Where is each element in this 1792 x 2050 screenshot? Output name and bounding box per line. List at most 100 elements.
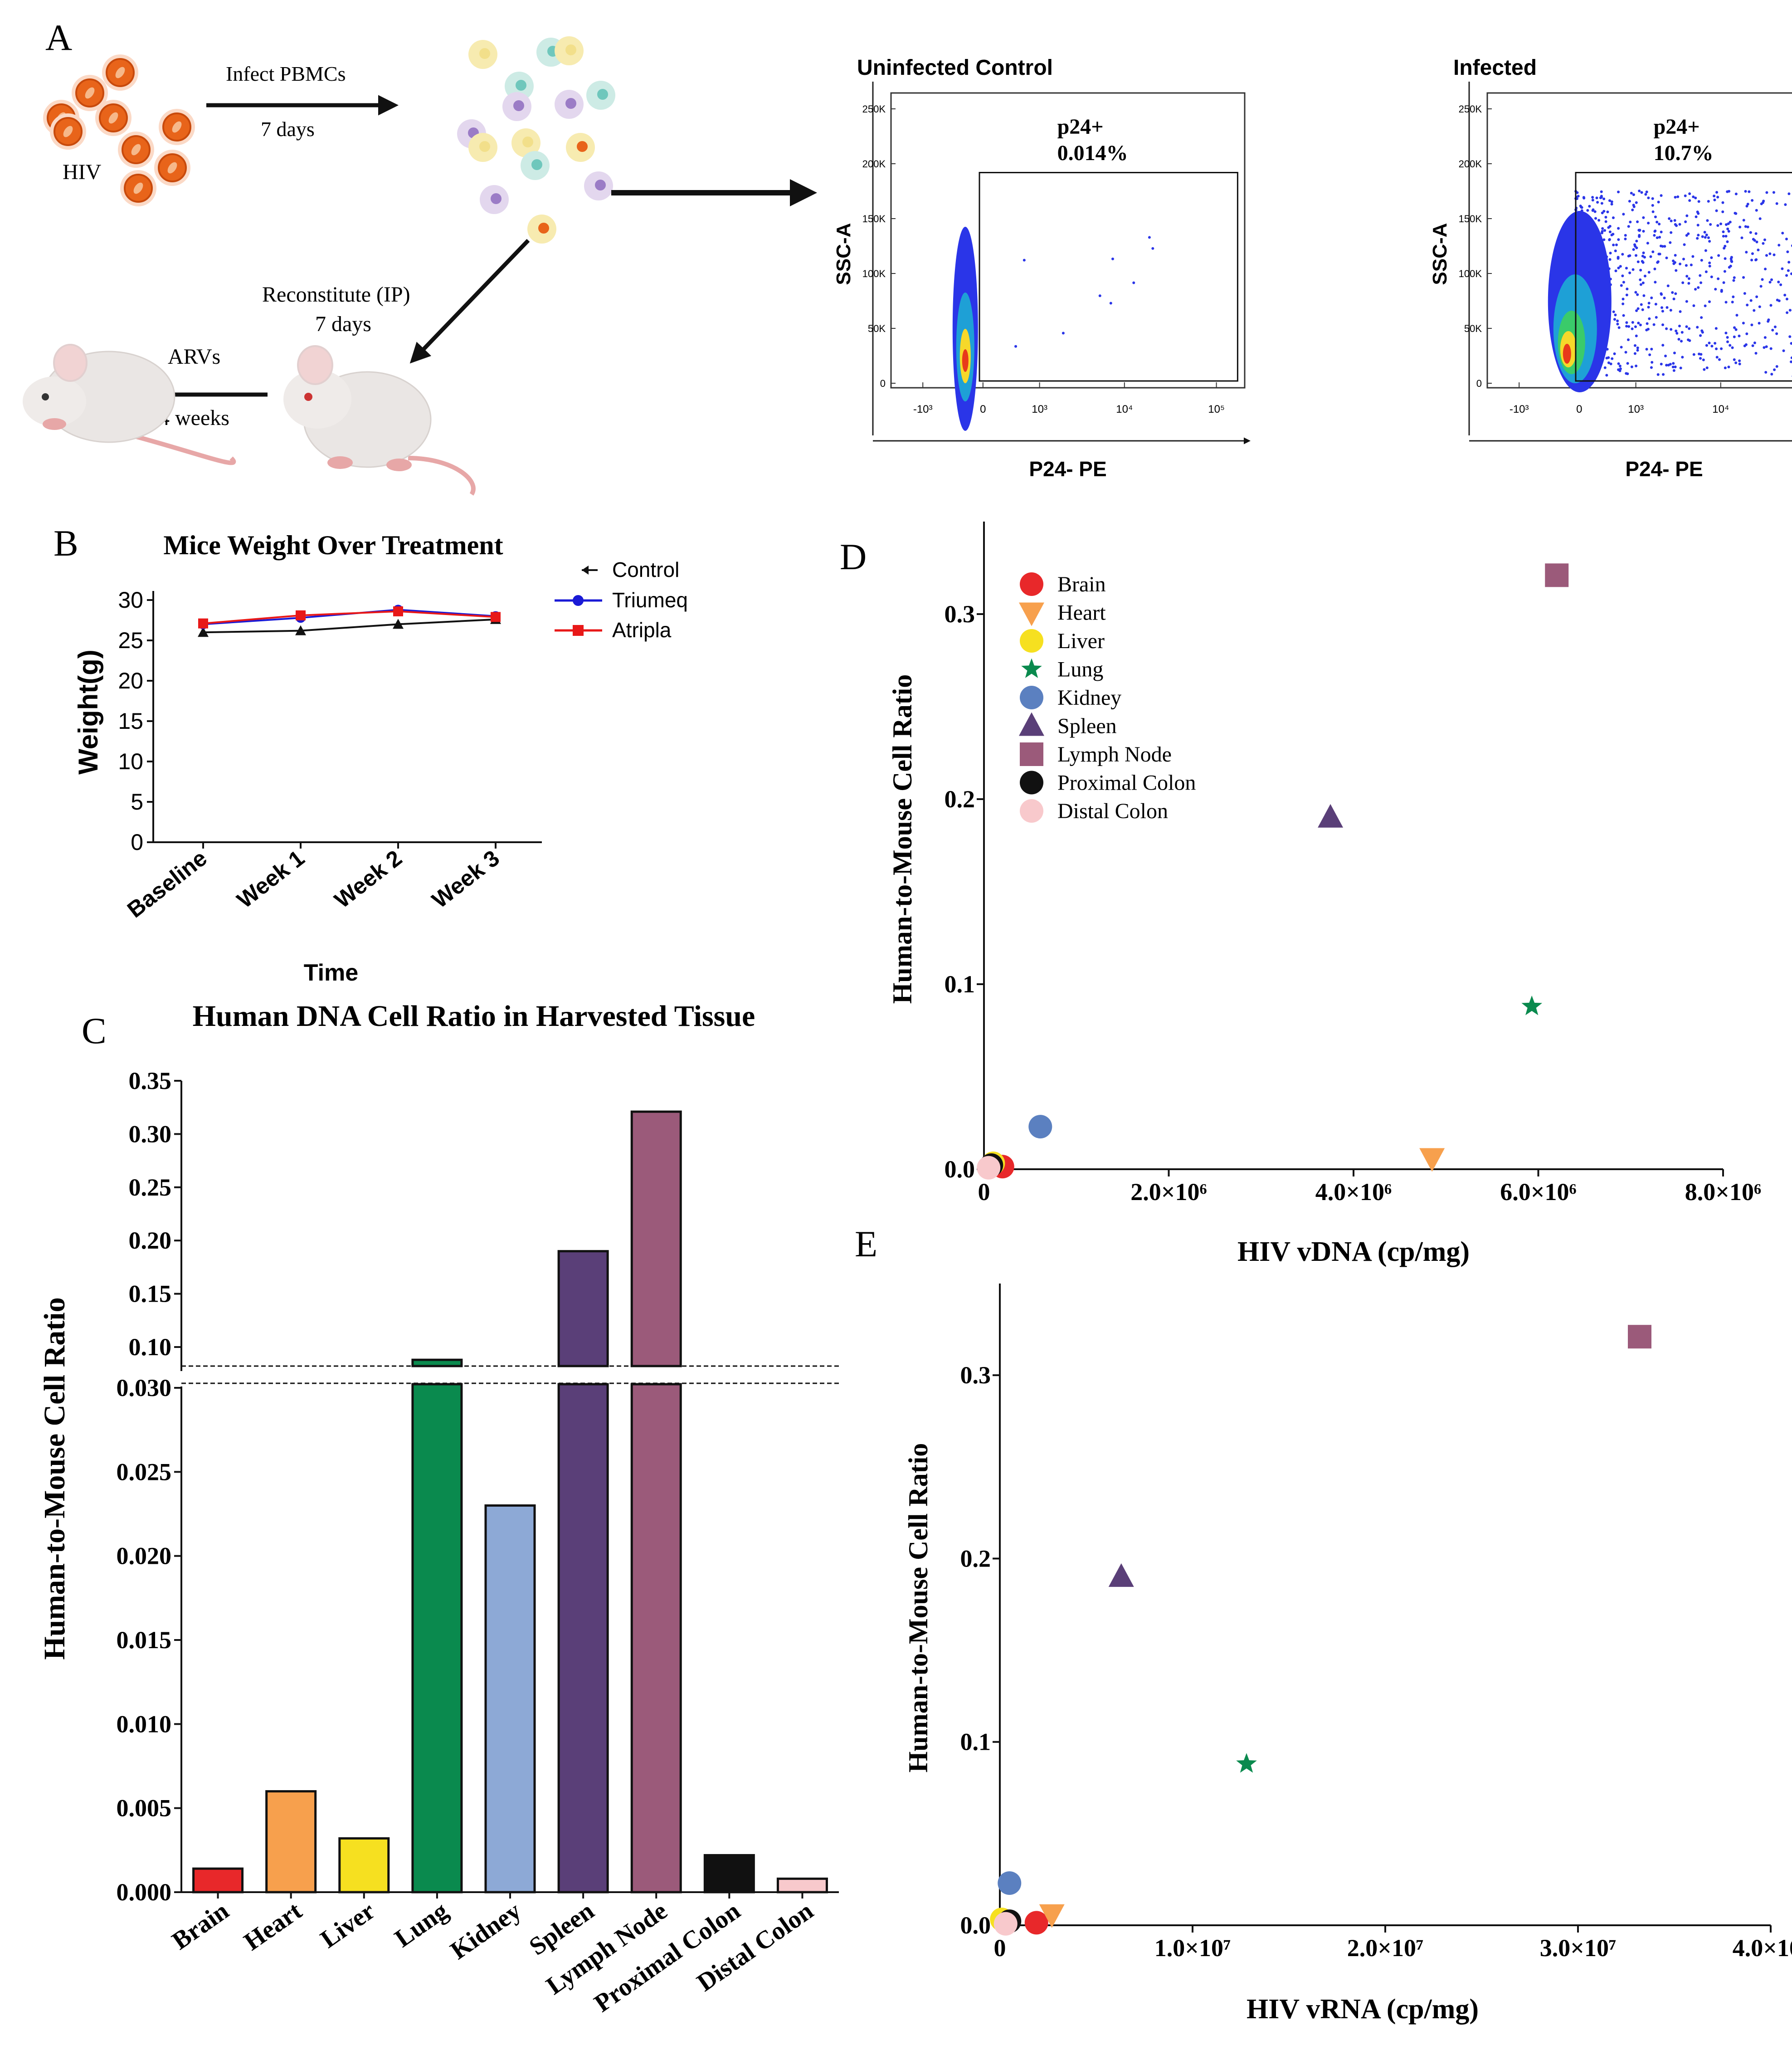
flow-event	[1616, 322, 1619, 326]
flow-event	[1742, 219, 1745, 222]
flow-event-cloud	[962, 349, 969, 372]
flow-event	[1791, 244, 1792, 247]
flow-event	[1646, 242, 1649, 245]
flow-event	[1617, 190, 1620, 194]
flow-event	[1790, 360, 1792, 363]
flow-event	[1635, 334, 1638, 337]
flow-event	[1610, 203, 1613, 206]
flow-event	[1612, 244, 1615, 247]
cell-nucleus	[565, 98, 576, 109]
flow-event	[1148, 236, 1151, 239]
flow-event	[1062, 332, 1065, 335]
flow-event	[1660, 230, 1663, 234]
flow-event	[1611, 357, 1614, 360]
flow-event	[1764, 371, 1768, 374]
flow-event	[1634, 291, 1637, 294]
flow-event	[1651, 250, 1655, 254]
flow-x-tick-label: 10⁴	[1116, 403, 1133, 415]
flow-event	[1638, 235, 1641, 238]
flow-event	[1632, 193, 1635, 196]
data-point-legend-marker-lung	[1021, 658, 1042, 678]
flow-event	[1608, 258, 1612, 261]
cell-nucleus	[597, 89, 608, 100]
flow-event	[1745, 205, 1748, 208]
flow-event	[1705, 366, 1709, 370]
cell-nucleus	[577, 141, 588, 152]
flow-event	[1671, 366, 1675, 369]
flow-event	[1667, 363, 1670, 366]
y-tick-label-c: 0.35	[129, 1067, 172, 1094]
reconstitute-arrow	[409, 239, 530, 364]
flow-event	[1682, 258, 1685, 261]
panel-label-c: C	[82, 1010, 107, 1051]
flow-event	[1749, 231, 1752, 234]
flow-event	[1718, 358, 1721, 361]
flow-event	[1597, 219, 1601, 222]
bar-lymph-node-upper	[630, 1110, 682, 1367]
flow-event	[1734, 211, 1737, 215]
legend-marker-control	[582, 566, 589, 575]
flow-event	[1151, 247, 1154, 250]
y-tick-label-c: 0.25	[129, 1174, 172, 1201]
flow-event	[1607, 226, 1610, 229]
flow-event	[1625, 267, 1628, 270]
legend-label-lymph-node: Lymph Node	[1057, 742, 1172, 766]
x-tick-label: 8.0×10⁶	[1685, 1178, 1761, 1206]
flow-event	[1755, 209, 1758, 212]
flow-event	[1765, 254, 1768, 257]
flow-event	[1687, 232, 1690, 235]
flow-event	[1669, 308, 1672, 312]
flow-event	[1685, 275, 1689, 278]
flow-event	[1636, 260, 1640, 264]
flow-event	[1727, 229, 1730, 233]
flow-event	[1690, 264, 1693, 267]
flow-event	[1639, 278, 1642, 281]
flow-event	[1619, 367, 1622, 371]
gate-value: 0.014%	[1057, 141, 1128, 165]
flow-event	[1703, 368, 1706, 371]
flow-event	[1692, 304, 1695, 307]
flow-event	[1681, 356, 1684, 359]
flow-event	[1702, 358, 1705, 361]
flow-event	[1694, 196, 1697, 200]
flow-event	[1695, 215, 1698, 218]
flow-event	[1738, 225, 1742, 229]
x-tick-label: 2.0×10⁶	[1130, 1178, 1207, 1206]
flow-event	[1639, 323, 1642, 327]
legend-label-spleen: Spleen	[1057, 714, 1117, 738]
legend-b: Control Triumeq Atripla	[555, 558, 688, 642]
flow-event	[1660, 362, 1663, 366]
chart-title-c: Human DNA Cell Ratio in Harvested Tissue	[193, 1000, 755, 1033]
flow-event	[1666, 284, 1670, 288]
panel-e: E HIV vRNA (cp/mg) Human-to-Mouse Cell R…	[855, 1223, 1792, 2025]
flow-event	[1704, 304, 1707, 308]
data-point-atripla	[296, 610, 306, 620]
flow-event	[1775, 202, 1778, 205]
panel-a: A HIV Infect PBMCs 7 days Reconstitute (…	[23, 17, 817, 496]
flow-event	[1733, 276, 1736, 279]
mouse-icon	[23, 344, 236, 465]
flow-event	[1606, 210, 1609, 214]
flow-event	[1755, 240, 1758, 244]
flow-event	[1697, 286, 1700, 289]
flow-event	[1111, 257, 1114, 260]
flow-event	[1710, 345, 1714, 348]
flow-event	[1665, 256, 1668, 259]
flow-event	[1762, 200, 1765, 203]
flow-event	[1600, 202, 1603, 205]
panel-b: B Mice Weight Over Treatment Time Weight…	[54, 522, 688, 986]
flow-event	[1746, 225, 1749, 229]
virus-core	[108, 112, 118, 124]
flow-event	[1729, 257, 1733, 260]
flow-y-tick-label: 250K	[862, 103, 886, 115]
virus-core	[85, 87, 95, 99]
flow-event	[1750, 323, 1753, 327]
flow-event	[1618, 365, 1622, 368]
flow-event	[1782, 349, 1785, 352]
panel-label-b: B	[54, 522, 78, 564]
y-tick-label: 0.2	[945, 786, 975, 813]
flow-event	[1781, 231, 1784, 234]
y-tick-label-c: 0.025	[117, 1458, 172, 1485]
flow-x-tick-label: 10³	[1628, 403, 1644, 415]
flow-event	[1692, 195, 1695, 198]
